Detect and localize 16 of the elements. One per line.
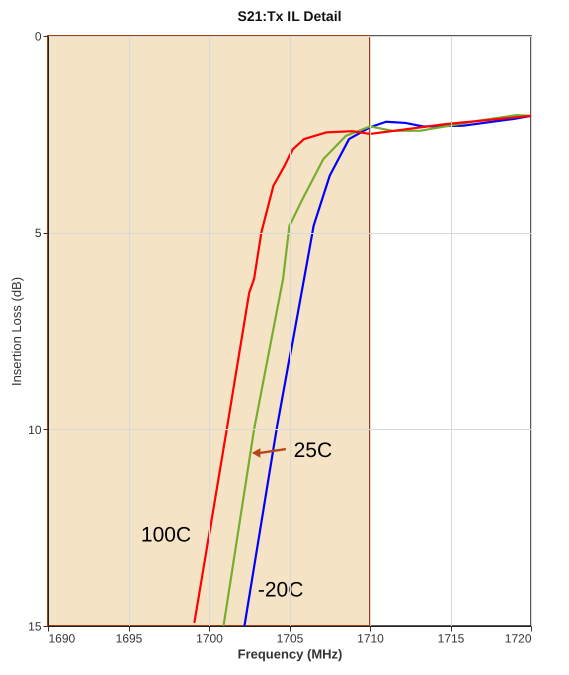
y-tick-label: 10 xyxy=(28,422,42,437)
y-tick-label: 5 xyxy=(34,226,42,240)
x-tick-label: 1690 xyxy=(48,632,76,646)
x-tick-label: 1715 xyxy=(438,632,465,646)
y-tick-label: 0 xyxy=(34,30,42,44)
x-tick-label: 1700 xyxy=(196,632,224,646)
x-tick-label: 1720 xyxy=(504,632,532,646)
y-tick-label: 15 xyxy=(28,620,42,634)
x-axis-title: Frequency (MHz) xyxy=(238,646,342,662)
x-tick-label: 1710 xyxy=(357,632,384,646)
chart-title: S21:Tx IL Detail xyxy=(237,8,342,24)
x-tick-label: 1695 xyxy=(116,632,143,646)
y-axis-title: Insertion Loss (dB) xyxy=(9,276,24,386)
x-tick-label: 1705 xyxy=(276,632,304,646)
annotation: 100C xyxy=(140,524,192,547)
annotation: 25C xyxy=(294,438,332,462)
